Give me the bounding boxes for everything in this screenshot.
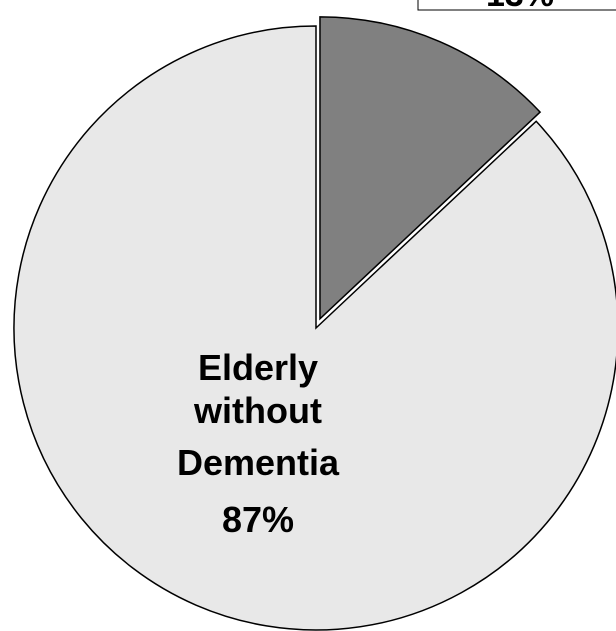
callout-box <box>417 0 616 11</box>
slice-label-name-line-1: Elderly <box>198 347 318 388</box>
pie-slice-small <box>319 16 542 321</box>
callout-small-slice: 13% <box>417 0 616 14</box>
slice-label-name-line-3: Dementia <box>177 442 340 483</box>
slice-label-large-value: 87% <box>222 499 294 540</box>
pie-slice-elderly-without-dementia <box>13 25 616 631</box>
slice-label-name-line-2: without <box>193 390 322 431</box>
slices-layer <box>13 16 616 631</box>
slice-label-small-value: 13% <box>486 0 554 14</box>
large-slice-labels: Elderly without Dementia 87% <box>177 347 340 540</box>
